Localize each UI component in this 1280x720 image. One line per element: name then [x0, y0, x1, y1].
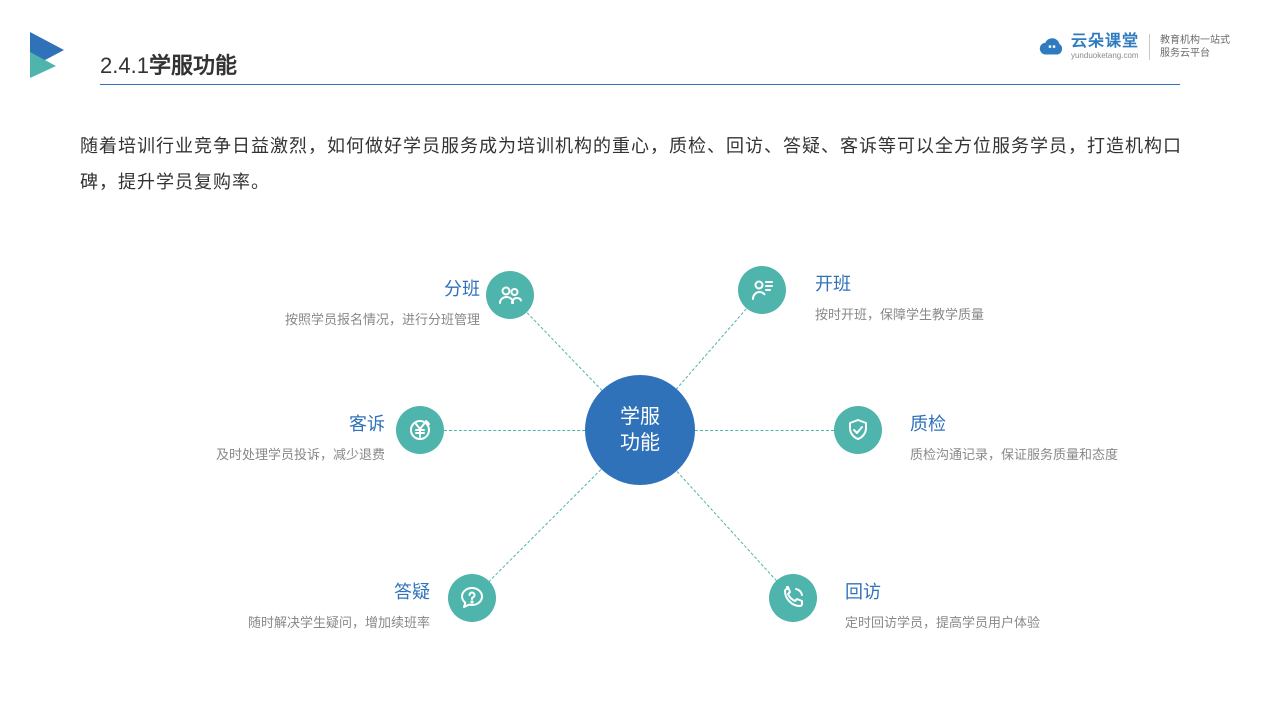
huifang-desc: 定时回访学员，提高学员用户体验 [845, 612, 1145, 631]
logo-tagline: 教育机构一站式服务云平台 [1160, 34, 1230, 60]
fenban-label: 分班按照学员报名情况，进行分班管理 [230, 275, 480, 328]
section-number: 2.4.1 [100, 53, 149, 78]
connector [489, 469, 602, 582]
connector [676, 308, 747, 389]
brand-logo: 云朵课堂 yunduoketang.com 教育机构一站式服务云平台 [1039, 34, 1230, 60]
huifang-label: 回访定时回访学员，提高学员用户体验 [845, 578, 1145, 631]
kesu-title: 客诉 [175, 410, 385, 436]
fenban-title: 分班 [230, 275, 480, 301]
zhijian-desc: 质检沟通记录，保证服务质量和态度 [910, 444, 1210, 463]
dayi-label: 答疑随时解决学生疑问，增加续班率 [190, 578, 430, 631]
dayi-title: 答疑 [190, 578, 430, 604]
radial-diagram: 学服功能 分班按照学员报名情况，进行分班管理 客诉及时处理学员投诉，减少退费 答… [0, 200, 1280, 680]
body-paragraph: 随着培训行业竞争日益激烈，如何做好学员服务成为培训机构的重心，质检、回访、答疑、… [80, 128, 1210, 200]
slide: 2.4.1学服功能 云朵课堂 yunduoketang.com 教育机构一站式服… [0, 0, 1280, 720]
zhijian-title: 质检 [910, 410, 1210, 436]
connector [677, 471, 778, 581]
corner-arrow-icon [30, 32, 70, 78]
section-title: 学服功能 [149, 53, 237, 78]
fenban-icon [486, 271, 534, 319]
dayi-icon [448, 574, 496, 622]
connector [444, 430, 585, 431]
huifang-icon [769, 574, 817, 622]
connector [526, 312, 602, 391]
kaiban-label: 开班按时开班，保障学生教学质量 [815, 270, 1095, 323]
huifang-title: 回访 [845, 578, 1145, 604]
section-heading: 2.4.1学服功能 [100, 48, 237, 80]
center-node: 学服功能 [585, 375, 695, 485]
logo-brand-en: yunduoketang.com [1071, 52, 1139, 60]
cloud-icon [1039, 37, 1065, 57]
kaiban-desc: 按时开班，保障学生教学质量 [815, 304, 1095, 323]
kaiban-title: 开班 [815, 270, 1095, 296]
kaiban-icon [738, 266, 786, 314]
logo-brand-cn: 云朵课堂 [1071, 34, 1139, 50]
dayi-desc: 随时解决学生疑问，增加续班率 [190, 612, 430, 631]
logo-divider [1149, 34, 1150, 60]
fenban-desc: 按照学员报名情况，进行分班管理 [230, 309, 480, 328]
zhijian-icon [834, 406, 882, 454]
heading-underline [100, 84, 1180, 85]
kesu-icon [396, 406, 444, 454]
connector [695, 430, 834, 431]
logo-main: 云朵课堂 yunduoketang.com [1039, 34, 1139, 60]
zhijian-label: 质检质检沟通记录，保证服务质量和态度 [910, 410, 1210, 463]
kesu-desc: 及时处理学员投诉，减少退费 [175, 444, 385, 463]
kesu-label: 客诉及时处理学员投诉，减少退费 [175, 410, 385, 463]
